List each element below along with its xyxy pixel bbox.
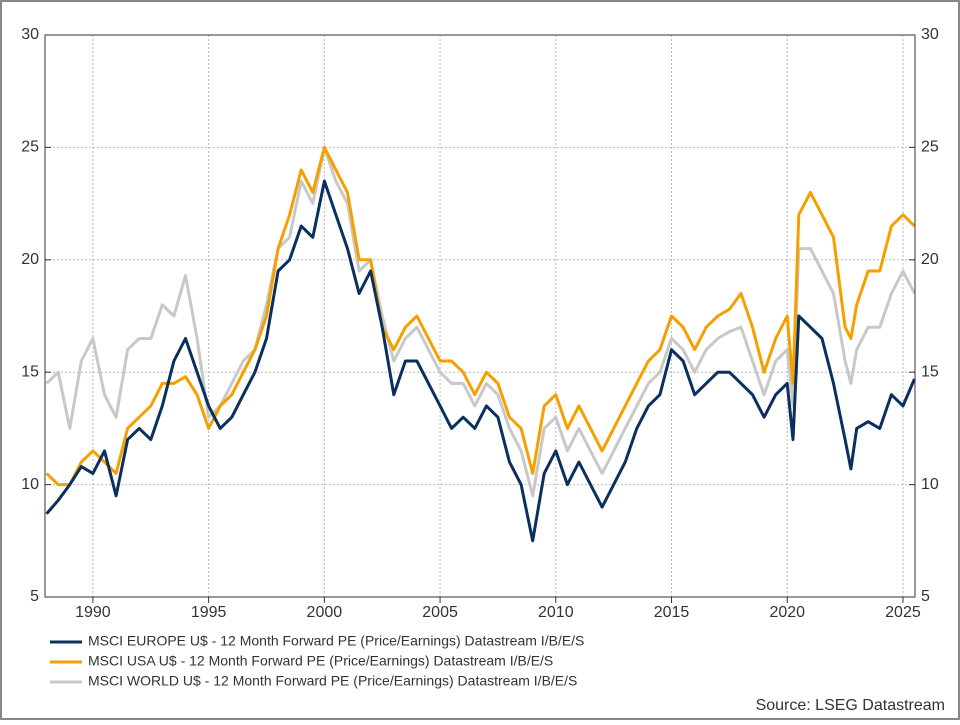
y2-tick-label: 5 xyxy=(921,588,930,605)
x-tick-label: 1995 xyxy=(191,604,227,621)
series-line xyxy=(45,179,916,543)
y2-tick-label: 25 xyxy=(921,139,939,156)
legend-label: MSCI EUROPE U$ - 12 Month Forward PE (Pr… xyxy=(88,633,584,649)
plot-border xyxy=(44,34,916,598)
series-line xyxy=(45,145,916,498)
y-tick-label: 30 xyxy=(21,26,39,43)
x-tick-label: 2020 xyxy=(769,604,805,621)
series-line xyxy=(45,145,916,487)
x-tick-label: 2025 xyxy=(885,604,921,621)
x-tick-label: 2005 xyxy=(422,604,458,621)
y-tick-label: 15 xyxy=(21,363,39,380)
x-tick-label: 2000 xyxy=(307,604,343,621)
x-tick-label: 2010 xyxy=(538,604,574,621)
y-tick-label: 5 xyxy=(30,588,39,605)
legend-label: MSCI USA U$ - 12 Month Forward PE (Price… xyxy=(88,653,553,669)
y-tick-label: 10 xyxy=(21,476,39,493)
legend-label: MSCI WORLD U$ - 12 Month Forward PE (Pri… xyxy=(88,673,577,689)
y-tick-label: 20 xyxy=(21,251,39,268)
y-tick-label: 25 xyxy=(21,139,39,156)
y2-tick-label: 15 xyxy=(921,363,939,380)
x-tick-label: 1990 xyxy=(75,604,111,621)
y2-tick-label: 10 xyxy=(921,476,939,493)
y2-tick-label: 20 xyxy=(921,251,939,268)
y2-tick-label: 30 xyxy=(921,26,939,43)
lines xyxy=(45,145,916,543)
grid xyxy=(45,34,915,598)
x-tick-label: 2015 xyxy=(654,604,690,621)
source: Source: LSEG Datastream xyxy=(756,697,945,714)
